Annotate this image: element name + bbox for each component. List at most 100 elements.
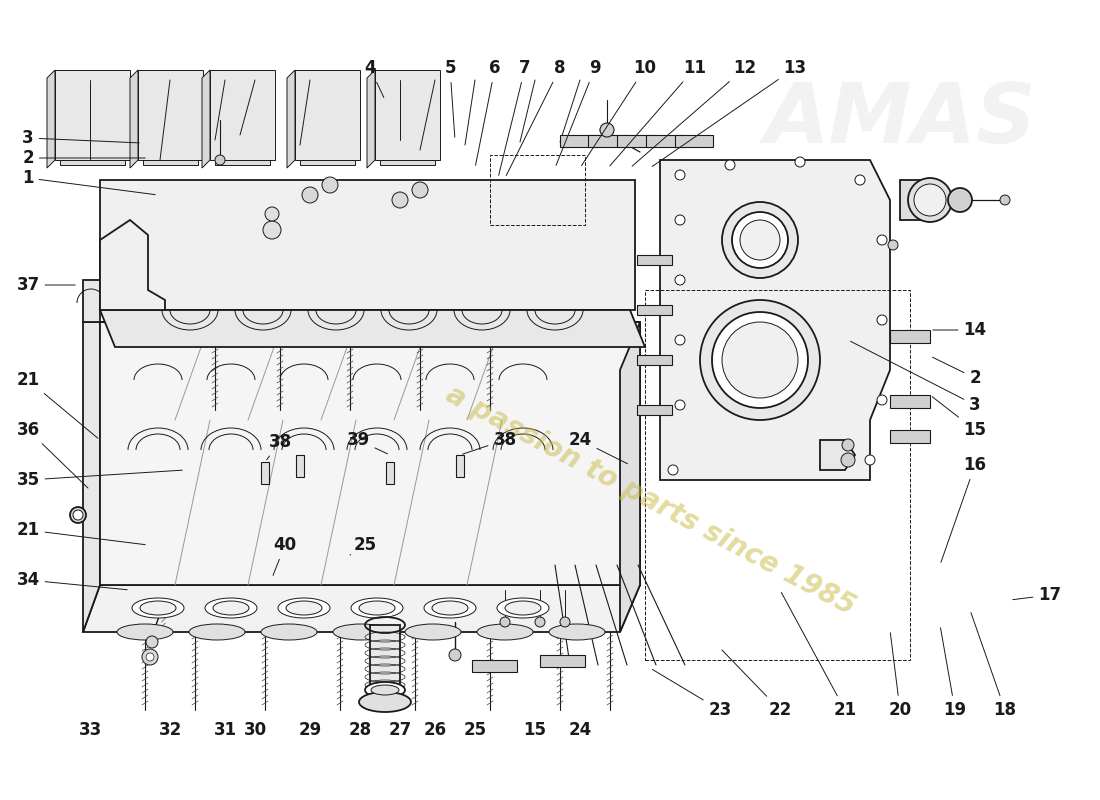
Circle shape bbox=[722, 202, 798, 278]
Ellipse shape bbox=[359, 692, 411, 712]
Ellipse shape bbox=[351, 598, 403, 618]
Circle shape bbox=[535, 617, 544, 627]
Circle shape bbox=[675, 275, 685, 285]
Bar bbox=[890, 430, 930, 443]
Circle shape bbox=[302, 187, 318, 203]
Bar bbox=[890, 395, 930, 408]
Text: 4: 4 bbox=[364, 59, 384, 98]
Ellipse shape bbox=[497, 598, 549, 618]
Text: 16: 16 bbox=[940, 456, 987, 562]
Text: 25: 25 bbox=[350, 536, 376, 555]
Circle shape bbox=[877, 235, 887, 245]
Circle shape bbox=[70, 507, 86, 523]
Circle shape bbox=[412, 182, 428, 198]
Bar bbox=[472, 660, 517, 672]
Ellipse shape bbox=[371, 685, 399, 695]
Text: 21: 21 bbox=[16, 371, 98, 438]
Circle shape bbox=[600, 123, 614, 137]
Polygon shape bbox=[214, 160, 270, 165]
Bar bbox=[675, 135, 713, 147]
Polygon shape bbox=[100, 180, 635, 310]
Circle shape bbox=[1000, 195, 1010, 205]
Circle shape bbox=[842, 439, 854, 451]
Text: 24: 24 bbox=[569, 721, 592, 739]
Circle shape bbox=[263, 221, 280, 239]
Text: 19: 19 bbox=[940, 628, 967, 719]
Polygon shape bbox=[210, 70, 275, 160]
Text: 9: 9 bbox=[556, 59, 601, 166]
Ellipse shape bbox=[189, 624, 245, 640]
Circle shape bbox=[740, 220, 780, 260]
Text: 37: 37 bbox=[16, 276, 75, 294]
Text: 21: 21 bbox=[16, 521, 145, 545]
Circle shape bbox=[500, 617, 510, 627]
Text: 34: 34 bbox=[16, 571, 128, 590]
Ellipse shape bbox=[333, 624, 389, 640]
Circle shape bbox=[722, 322, 798, 398]
Polygon shape bbox=[375, 70, 440, 160]
Text: 2: 2 bbox=[22, 149, 145, 167]
Bar bbox=[261, 462, 270, 484]
Bar bbox=[646, 135, 684, 147]
Ellipse shape bbox=[140, 601, 176, 615]
Ellipse shape bbox=[278, 598, 330, 618]
Circle shape bbox=[855, 175, 865, 185]
Text: 7: 7 bbox=[498, 59, 531, 175]
Text: 3: 3 bbox=[850, 342, 981, 414]
Text: 10: 10 bbox=[582, 59, 657, 166]
Text: 13: 13 bbox=[652, 59, 806, 166]
Text: 35: 35 bbox=[16, 470, 183, 489]
Text: 39: 39 bbox=[346, 431, 387, 454]
Polygon shape bbox=[100, 310, 645, 347]
Text: 24: 24 bbox=[569, 431, 627, 464]
Circle shape bbox=[842, 453, 855, 467]
Bar bbox=[560, 135, 598, 147]
Text: 14: 14 bbox=[933, 321, 987, 339]
Polygon shape bbox=[130, 70, 138, 168]
Circle shape bbox=[700, 300, 820, 420]
Polygon shape bbox=[660, 160, 890, 480]
Circle shape bbox=[675, 335, 685, 345]
Bar bbox=[637, 305, 672, 315]
Text: 1: 1 bbox=[22, 169, 155, 194]
Circle shape bbox=[732, 212, 788, 268]
Text: 30: 30 bbox=[243, 721, 266, 739]
Ellipse shape bbox=[359, 601, 395, 615]
Polygon shape bbox=[202, 70, 210, 168]
Text: 28: 28 bbox=[349, 721, 372, 739]
Text: 29: 29 bbox=[298, 721, 321, 739]
Ellipse shape bbox=[261, 624, 317, 640]
Circle shape bbox=[725, 160, 735, 170]
Text: 36: 36 bbox=[16, 421, 88, 488]
Circle shape bbox=[560, 617, 570, 627]
Polygon shape bbox=[620, 322, 640, 632]
Ellipse shape bbox=[213, 601, 249, 615]
Polygon shape bbox=[100, 220, 165, 310]
Bar bbox=[637, 255, 672, 265]
Circle shape bbox=[914, 184, 946, 216]
Text: 38: 38 bbox=[463, 431, 517, 454]
Polygon shape bbox=[367, 70, 375, 168]
Ellipse shape bbox=[132, 598, 184, 618]
Bar bbox=[386, 462, 394, 484]
Text: 32: 32 bbox=[158, 721, 182, 739]
Bar bbox=[645, 290, 910, 660]
Circle shape bbox=[877, 315, 887, 325]
Bar bbox=[617, 135, 654, 147]
Circle shape bbox=[392, 192, 408, 208]
Text: 8: 8 bbox=[506, 59, 565, 175]
Circle shape bbox=[865, 455, 874, 465]
Circle shape bbox=[214, 155, 225, 165]
Bar bbox=[588, 135, 626, 147]
Polygon shape bbox=[82, 585, 640, 632]
Text: 38: 38 bbox=[266, 433, 292, 460]
Text: 6: 6 bbox=[475, 59, 500, 166]
Ellipse shape bbox=[432, 601, 468, 615]
Circle shape bbox=[265, 207, 279, 221]
Circle shape bbox=[675, 215, 685, 225]
Ellipse shape bbox=[286, 601, 322, 615]
Text: 27: 27 bbox=[388, 721, 411, 739]
Text: 40: 40 bbox=[273, 536, 297, 575]
Text: 15: 15 bbox=[524, 721, 547, 739]
Text: 11: 11 bbox=[609, 59, 706, 166]
